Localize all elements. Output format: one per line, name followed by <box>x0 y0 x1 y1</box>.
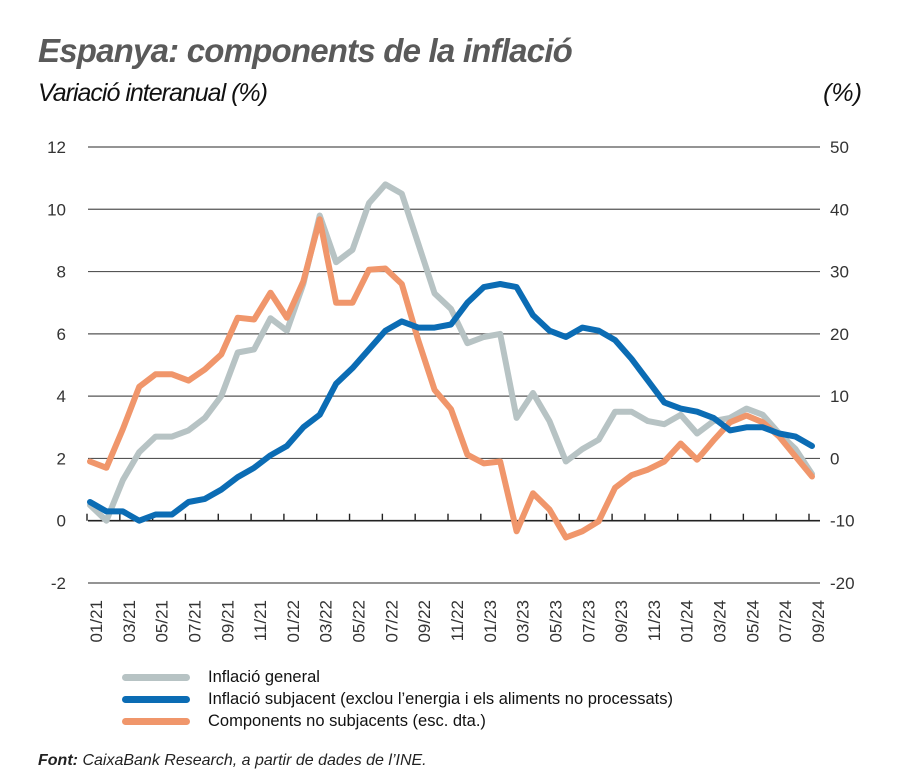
x-tick-label: 11/22 <box>448 600 467 641</box>
x-tick-label: 09/24 <box>809 600 828 643</box>
chart-subtitle: Variació interanual (%) <box>38 79 268 107</box>
right-tick-label: 20 <box>830 325 849 344</box>
left-tick-label: 2 <box>57 449 66 468</box>
x-tick-label: 05/22 <box>350 600 369 643</box>
x-tick-label: 03/24 <box>711 600 730 643</box>
x-tick-label: 07/23 <box>579 600 598 643</box>
series-lines <box>87 181 815 541</box>
x-tick-label: 05/24 <box>743 600 762 643</box>
legend-swatch-general <box>122 673 190 681</box>
x-tick-label: 07/24 <box>776 600 795 643</box>
right-tick-label: 0 <box>830 449 839 468</box>
x-tick-label: 07/22 <box>382 600 401 643</box>
right-y-axis: 50 40 30 20 10 0 -10 -20 <box>830 138 855 593</box>
right-tick-label: -10 <box>830 512 855 531</box>
x-tick-label: 05/21 <box>153 600 172 643</box>
x-tick-label: 05/23 <box>546 600 565 643</box>
series-line-general <box>87 181 815 524</box>
x-tick-label: 07/21 <box>185 600 204 643</box>
chart-title: Espanya: components de la inflació <box>38 32 573 69</box>
source-text: CaixaBank Research, a partir de dades de… <box>82 752 427 769</box>
legend-label-general: Inflació general <box>208 667 320 686</box>
right-tick-label: -20 <box>830 574 855 593</box>
source-label: Font: <box>38 752 78 769</box>
x-axis: 01/21 03/21 05/21 07/21 09/21 11/21 01/22 03/22… <box>86 513 828 643</box>
x-tick-label: 01/22 <box>284 600 303 643</box>
x-tick-label: 11/21 <box>251 600 270 641</box>
right-axis-unit: (%) <box>823 79 862 107</box>
legend-swatch-noncore <box>122 717 190 725</box>
series-line-core <box>87 281 815 524</box>
right-tick-label: 50 <box>830 138 849 157</box>
legend-item-general: Inflació general <box>122 666 673 688</box>
left-tick-label: 6 <box>57 325 66 344</box>
legend-item-core: Inflació subjacent (exclou l’energia i e… <box>122 688 673 710</box>
gridlines <box>88 146 820 584</box>
x-tick-label: 03/21 <box>120 600 139 643</box>
left-tick-label: 10 <box>47 200 66 219</box>
right-tick-label: 30 <box>830 263 849 282</box>
right-tick-label: 40 <box>830 200 849 219</box>
series-line-noncore <box>87 216 815 541</box>
left-tick-label: -2 <box>51 574 66 593</box>
left-tick-label: 8 <box>57 263 66 282</box>
source-note: Font: CaixaBank Research, a partir de da… <box>38 752 427 770</box>
legend-swatch-core <box>122 695 190 703</box>
legend-label-core: Inflació subjacent (exclou l’energia i e… <box>208 689 673 708</box>
x-tick-label: 09/22 <box>415 600 434 643</box>
legend-item-noncore: Components no subjacents (esc. dta.) <box>122 710 673 732</box>
legend-label-noncore: Components no subjacents (esc. dta.) <box>208 711 486 730</box>
x-tick-label: 01/23 <box>481 600 500 643</box>
x-tick-label: 09/21 <box>218 600 237 643</box>
left-tick-label: 12 <box>47 138 66 157</box>
left-tick-label: 0 <box>57 512 66 531</box>
left-tick-label: 4 <box>57 387 66 406</box>
legend: Inflació general Inflació subjacent (exc… <box>122 666 673 732</box>
x-tick-label: 09/23 <box>612 600 631 643</box>
x-tick-label: 01/24 <box>678 600 697 643</box>
x-tick-label: 03/23 <box>514 600 533 643</box>
right-tick-label: 10 <box>830 387 849 406</box>
x-tick-label: 03/22 <box>317 600 336 643</box>
x-tick-label: 01/21 <box>87 600 106 643</box>
left-y-axis: 12 10 8 6 4 2 0 -2 <box>47 138 66 593</box>
x-tick-label: 11/23 <box>645 600 664 641</box>
